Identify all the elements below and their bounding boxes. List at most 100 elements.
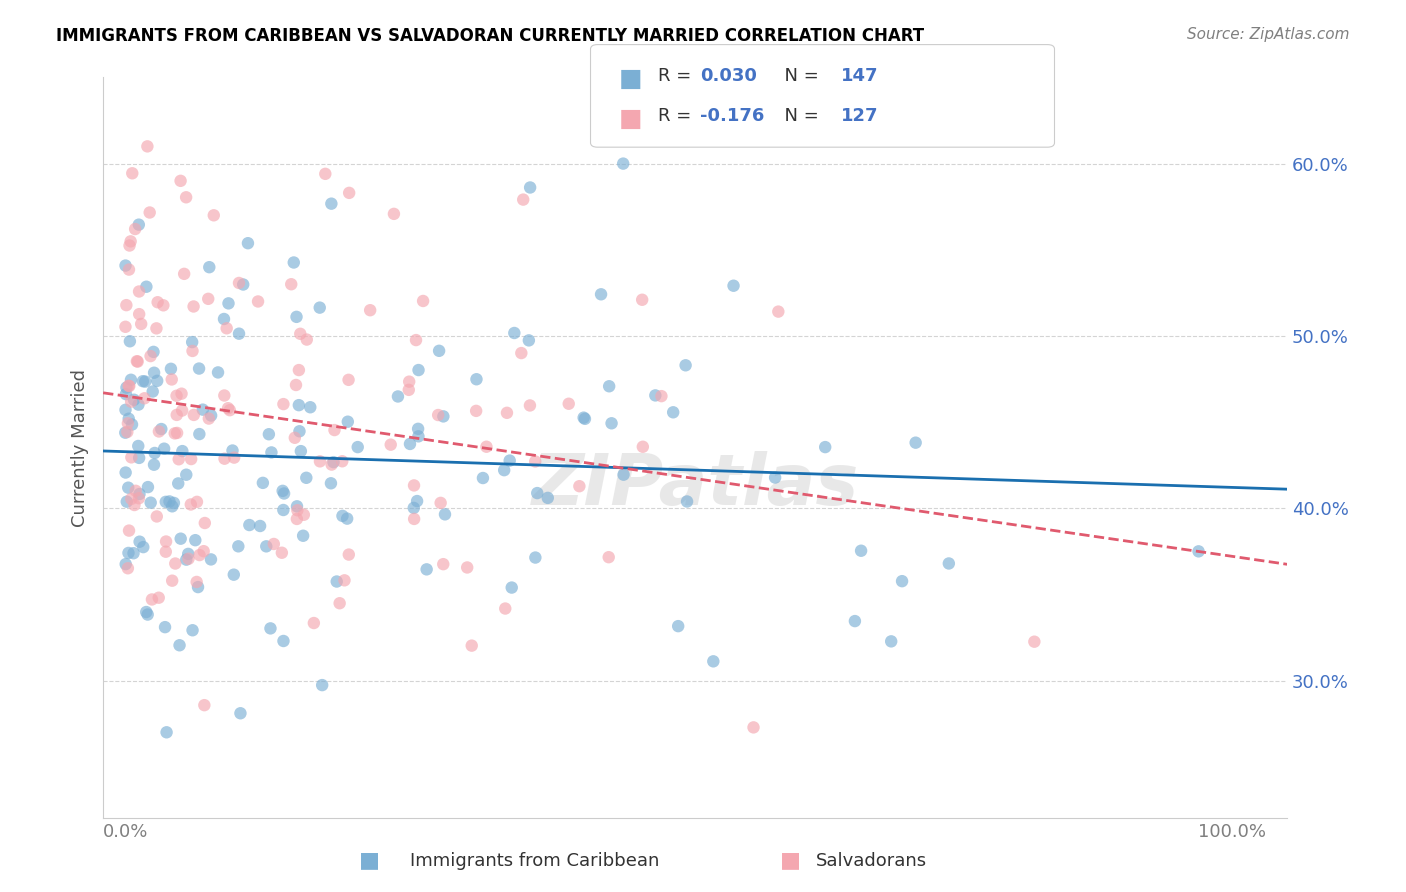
Point <box>290 444 312 458</box>
Point <box>139 496 162 510</box>
Point <box>207 366 229 380</box>
Point <box>1024 634 1046 648</box>
Point <box>259 621 281 635</box>
Point <box>127 439 149 453</box>
Point <box>503 326 526 340</box>
Point <box>155 545 177 559</box>
Point <box>537 491 560 505</box>
Text: R =: R = <box>658 67 697 85</box>
Point <box>238 518 260 533</box>
Point <box>120 235 142 249</box>
Point <box>427 343 450 358</box>
Point <box>271 483 294 498</box>
Point <box>589 287 612 301</box>
Point <box>191 402 214 417</box>
Point <box>299 401 322 415</box>
Text: ■: ■ <box>619 67 643 91</box>
Point <box>465 404 488 418</box>
Point <box>142 344 165 359</box>
Text: Immigrants from Caribbean: Immigrants from Caribbean <box>409 852 659 870</box>
Point <box>1187 544 1209 558</box>
Point <box>723 278 745 293</box>
Point <box>330 454 353 468</box>
Point <box>177 547 200 561</box>
Point <box>302 615 325 630</box>
Point <box>136 139 159 153</box>
Point <box>323 423 346 437</box>
Point <box>118 334 141 349</box>
Text: N =: N = <box>773 107 825 125</box>
Point <box>405 333 427 347</box>
Point <box>183 300 205 314</box>
Point <box>128 307 150 321</box>
Point <box>666 619 689 633</box>
Point <box>456 560 478 574</box>
Point <box>127 398 149 412</box>
Point <box>398 375 420 389</box>
Point <box>128 285 150 299</box>
Point <box>432 557 454 571</box>
Point <box>148 425 170 439</box>
Point <box>232 277 254 292</box>
Point <box>186 574 208 589</box>
Point <box>150 422 173 436</box>
Point <box>308 301 330 315</box>
Point <box>382 207 405 221</box>
Point <box>177 551 200 566</box>
Point <box>273 503 295 517</box>
Point <box>155 725 177 739</box>
Point <box>398 383 420 397</box>
Point <box>432 409 454 424</box>
Point <box>273 634 295 648</box>
Point <box>763 470 786 484</box>
Point <box>142 384 165 399</box>
Point <box>141 592 163 607</box>
Point <box>314 167 336 181</box>
Point <box>273 486 295 500</box>
Point <box>160 361 183 376</box>
Point <box>465 372 488 386</box>
Text: ■: ■ <box>619 107 643 131</box>
Point <box>118 262 141 277</box>
Point <box>295 471 318 485</box>
Point <box>218 403 240 417</box>
Point <box>285 512 308 526</box>
Point <box>188 427 211 442</box>
Point <box>117 425 139 439</box>
Point <box>938 557 960 571</box>
Point <box>429 496 451 510</box>
Point <box>163 426 186 441</box>
Point <box>174 190 197 204</box>
Point <box>146 295 169 310</box>
Point <box>129 317 152 331</box>
Point <box>494 463 516 477</box>
Point <box>337 186 360 200</box>
Point <box>288 424 311 438</box>
Point <box>115 380 138 394</box>
Point <box>236 236 259 251</box>
Point <box>146 374 169 388</box>
Point <box>169 174 191 188</box>
Point <box>165 557 187 571</box>
Point <box>228 276 250 290</box>
Point <box>249 519 271 533</box>
Point <box>170 386 193 401</box>
Point <box>184 533 207 548</box>
Point <box>180 498 202 512</box>
Point <box>217 401 239 416</box>
Point <box>134 392 156 406</box>
Point <box>461 639 484 653</box>
Point <box>321 458 343 472</box>
Point <box>120 394 142 409</box>
Point <box>118 379 141 393</box>
Point <box>572 410 595 425</box>
Point <box>174 467 197 482</box>
Point <box>631 440 654 454</box>
Point <box>117 561 139 575</box>
Point <box>134 375 156 389</box>
Point <box>524 454 547 468</box>
Point <box>120 373 142 387</box>
Point <box>136 480 159 494</box>
Point <box>128 487 150 501</box>
Point <box>427 408 450 422</box>
